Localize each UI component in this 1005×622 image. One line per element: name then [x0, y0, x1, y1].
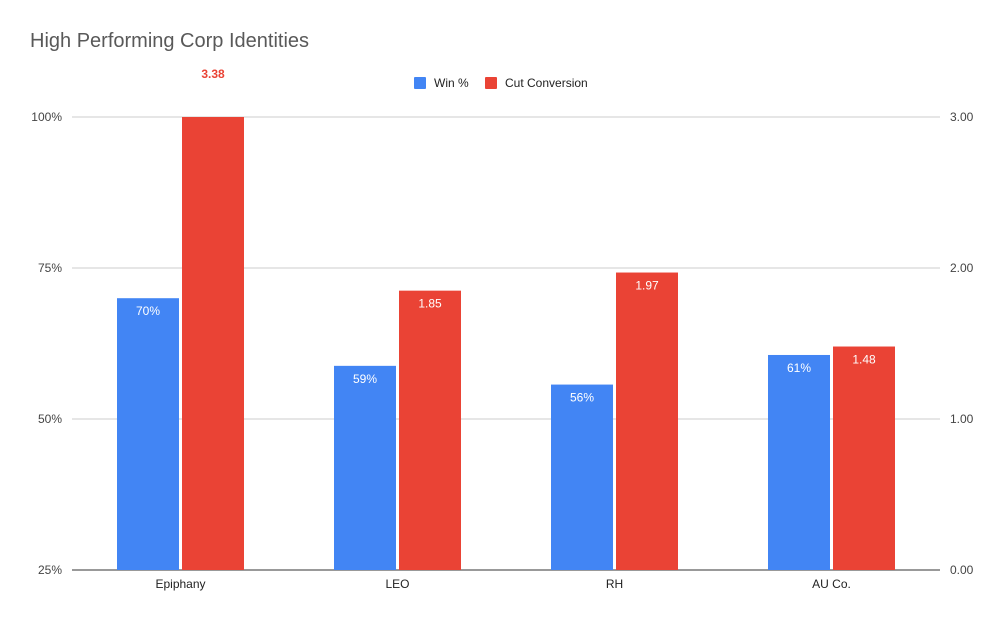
x-category-label: RH [606, 577, 623, 591]
bar [334, 365, 396, 570]
legend-swatch [485, 77, 497, 89]
legend-label: Cut Conversion [505, 76, 588, 90]
y-left-tick-label: 50% [38, 412, 62, 426]
bar [117, 298, 179, 570]
bar [833, 346, 895, 570]
x-category-label: Epiphany [155, 577, 205, 591]
y-left-tick-label: 100% [31, 110, 62, 124]
data-label: 56% [570, 391, 594, 405]
y-left-tick-label: 25% [38, 563, 62, 577]
bar [551, 384, 613, 570]
bar [399, 290, 461, 570]
y-left-tick-label: 75% [38, 261, 62, 275]
bar [616, 272, 678, 570]
y-right-tick-label: 2.00 [950, 261, 974, 275]
data-label: 61% [787, 361, 811, 375]
data-label: 59% [353, 372, 377, 386]
bar [182, 117, 244, 570]
data-label: 70% [136, 304, 160, 318]
chart-title: High Performing Corp Identities [30, 30, 310, 52]
y-right-tick-label: 3.00 [950, 110, 974, 124]
data-label: 1.85 [418, 297, 442, 311]
bar [768, 354, 830, 570]
data-label: 1.97 [635, 279, 659, 293]
x-category-label: LEO [385, 577, 409, 591]
data-label: 1.48 [852, 353, 876, 367]
y-right-tick-label: 0.00 [950, 563, 974, 577]
legend-swatch [414, 77, 426, 89]
data-label: 3.38 [201, 67, 225, 81]
y-right-tick-label: 1.00 [950, 412, 974, 426]
x-category-label: AU Co. [812, 577, 851, 591]
legend-label: Win % [434, 76, 469, 90]
